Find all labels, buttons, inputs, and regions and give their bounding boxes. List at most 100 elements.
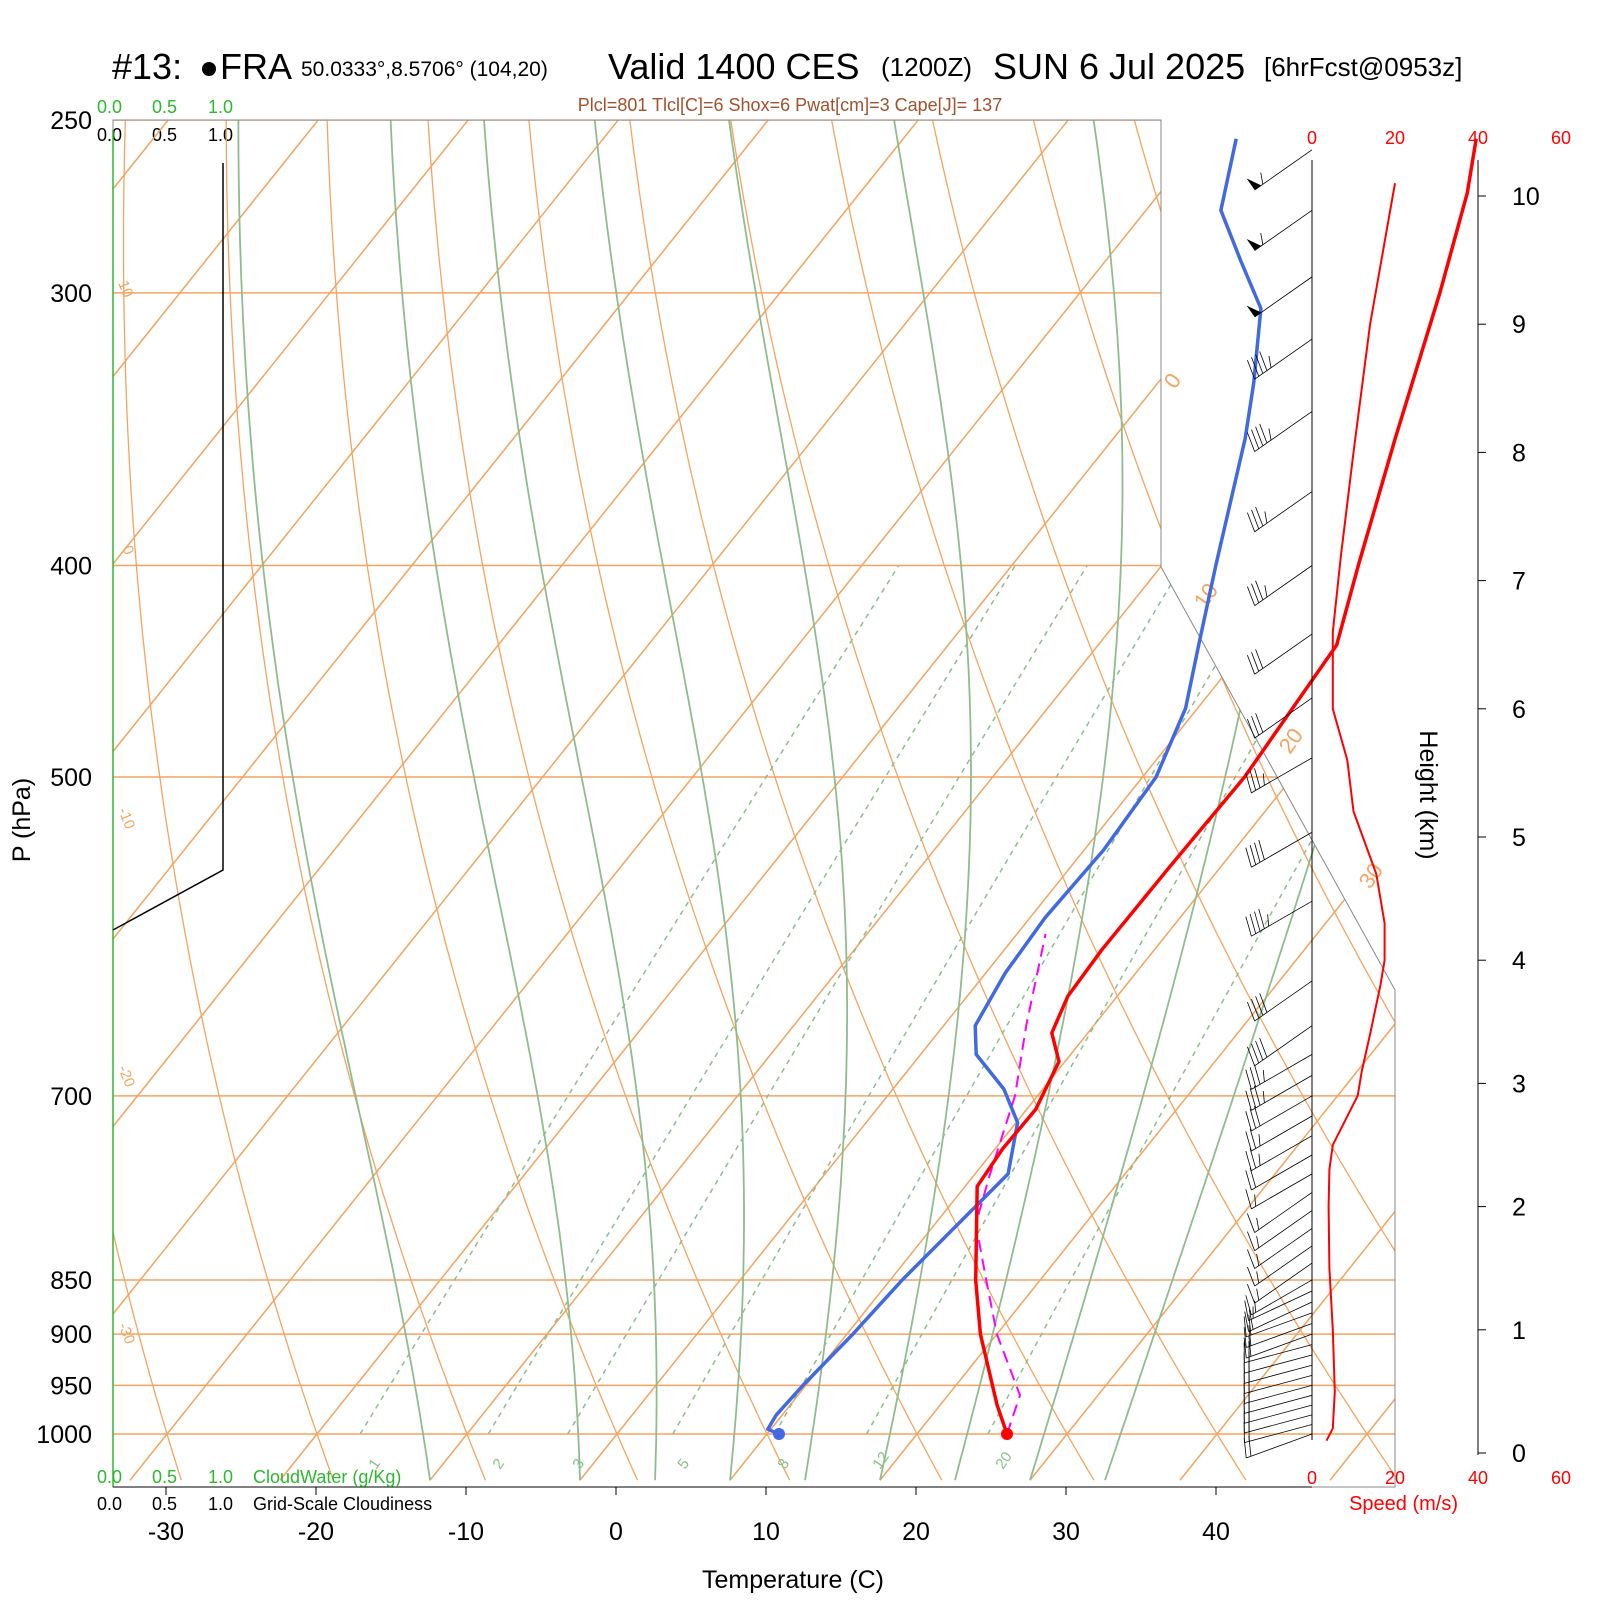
height-tick-label: 6 bbox=[1512, 696, 1526, 724]
barb-feather bbox=[1258, 1134, 1261, 1147]
dry-adiabat bbox=[624, 120, 1095, 1481]
barb-feather bbox=[1245, 773, 1252, 793]
barb-staff bbox=[1254, 411, 1313, 452]
temperature-line bbox=[973, 138, 1478, 1435]
cloudiness-tick: 0.5 bbox=[152, 125, 177, 145]
dry-adiabat bbox=[425, 120, 791, 1481]
isotherm-line bbox=[113, 120, 650, 1481]
barb-staff bbox=[1244, 1424, 1313, 1443]
station-dot-icon bbox=[202, 62, 216, 76]
x-tick-label: 40 bbox=[1202, 1518, 1230, 1546]
dry-adiabat bbox=[225, 120, 487, 1481]
cloudwater-tick: 0.0 bbox=[97, 1467, 122, 1487]
moist-adiabat bbox=[389, 120, 581, 1481]
barb-feather bbox=[1244, 1300, 1249, 1321]
cloudiness-tick: 0.5 bbox=[152, 1494, 177, 1514]
y-tick-label: 1000 bbox=[36, 1421, 92, 1449]
barb-staff bbox=[1254, 491, 1313, 533]
barb-feather bbox=[1245, 916, 1252, 937]
wind-barb bbox=[1247, 491, 1313, 533]
x-tick-label: 20 bbox=[902, 1518, 930, 1546]
isotherm-line bbox=[879, 120, 1395, 1481]
wind-barb bbox=[1247, 980, 1313, 1022]
dry-adiabat bbox=[524, 120, 943, 1481]
temperature-surface-marker bbox=[1001, 1428, 1013, 1440]
isotherm-line bbox=[1329, 120, 1395, 1481]
wind-barb bbox=[1243, 1351, 1313, 1374]
cloud-scale-top: 0.0 0.5 1.0 0.0 0.5 1.0 bbox=[97, 97, 233, 145]
speed-tick: 20 bbox=[1385, 1468, 1405, 1488]
barb-staff bbox=[1251, 1075, 1313, 1111]
sounding-curves bbox=[766, 138, 1478, 1440]
wind-barb bbox=[1247, 1025, 1313, 1067]
isotherm-label: 0 bbox=[1159, 368, 1187, 392]
wind-barb bbox=[1245, 1075, 1313, 1111]
barb-feather bbox=[1254, 1194, 1257, 1207]
forecast-info: [6hrFcst@0953z] bbox=[1264, 52, 1462, 82]
wind-barb bbox=[1245, 831, 1313, 868]
barb-feather bbox=[1256, 1271, 1260, 1284]
barb-feather bbox=[1268, 428, 1272, 441]
barb-feather bbox=[1259, 993, 1268, 1013]
moist-adiabat bbox=[879, 120, 972, 1481]
barb-feather bbox=[1251, 998, 1260, 1019]
barb-feather bbox=[1243, 1316, 1247, 1337]
cloudiness-tick: 1.0 bbox=[208, 1494, 233, 1514]
cloudiness-tick: 0.0 bbox=[97, 125, 122, 145]
speed-label: Speed (m/s) bbox=[1349, 1493, 1458, 1515]
barb-feather bbox=[1251, 509, 1260, 530]
wind-barb bbox=[1245, 1135, 1313, 1172]
y-axis-label: P (hPa) bbox=[8, 778, 36, 862]
barb-staff bbox=[1251, 1054, 1313, 1090]
wind-barb bbox=[1244, 1290, 1313, 1321]
barb-feather bbox=[1262, 1070, 1265, 1082]
dry-adiabat bbox=[1123, 120, 1395, 1481]
barb-feather bbox=[1254, 768, 1261, 788]
barb-feather bbox=[1259, 351, 1268, 371]
height-tick-label: 8 bbox=[1512, 439, 1526, 467]
barb-feather bbox=[1255, 649, 1264, 669]
barb-feather bbox=[1248, 1314, 1252, 1336]
barb-feather bbox=[1254, 1064, 1261, 1085]
barb-feather bbox=[1258, 908, 1265, 929]
barb-feather bbox=[1259, 423, 1268, 444]
barb-feather bbox=[1249, 1088, 1257, 1109]
isotherm-line bbox=[113, 120, 800, 1481]
y-tick-label: 850 bbox=[50, 1267, 92, 1295]
wind-barb bbox=[1247, 411, 1313, 452]
mixing-ratio-label: 8 bbox=[774, 1456, 793, 1473]
x-tick-label: 0 bbox=[609, 1518, 623, 1546]
barb-feather bbox=[1267, 914, 1270, 927]
speed-line bbox=[1325, 183, 1396, 1442]
wind-barb bbox=[1245, 1054, 1313, 1090]
barb-staff bbox=[1244, 1384, 1313, 1404]
sounding-indices: Plcl=801 Tlcl[C]=6 Shox=6 Pwat[cm]=3 Cap… bbox=[578, 95, 1002, 115]
x-axis-label: Temperature (C) bbox=[702, 1566, 884, 1594]
forecast-date: SUN 6 Jul 2025 bbox=[993, 46, 1245, 87]
wind-barbs bbox=[1243, 149, 1313, 1459]
barb-feather bbox=[1255, 426, 1264, 447]
wind-barb bbox=[1247, 1262, 1313, 1304]
station-label: #13: bbox=[112, 46, 182, 87]
barb-feather bbox=[1255, 713, 1264, 733]
moist-adiabat bbox=[593, 120, 745, 1481]
wind-barb bbox=[1247, 633, 1313, 675]
wind-speed-panel: 0 20 40 60 0 20 40 60 Speed (m/s) Height… bbox=[1307, 128, 1571, 1515]
moist-adiabat bbox=[728, 120, 848, 1481]
height-label: Height (km) bbox=[1414, 730, 1442, 859]
barb-staff bbox=[1254, 697, 1313, 739]
barb-feather bbox=[1255, 354, 1264, 374]
barb-feather bbox=[1247, 1001, 1256, 1022]
barb-feather bbox=[1247, 1213, 1256, 1233]
station-name: FRA bbox=[220, 46, 292, 87]
mixing-ratio-line bbox=[774, 565, 1275, 1435]
barb-staff bbox=[1254, 633, 1313, 675]
barb-feather bbox=[1247, 654, 1256, 675]
barb-feather bbox=[1249, 1128, 1257, 1149]
cloudwater-tick: 1.0 bbox=[208, 1467, 233, 1487]
barb-feather bbox=[1255, 996, 1264, 1016]
barb-staff bbox=[1244, 1414, 1313, 1434]
y-tick-label: 400 bbox=[50, 552, 92, 580]
dewpoint-surface-marker bbox=[773, 1428, 785, 1440]
